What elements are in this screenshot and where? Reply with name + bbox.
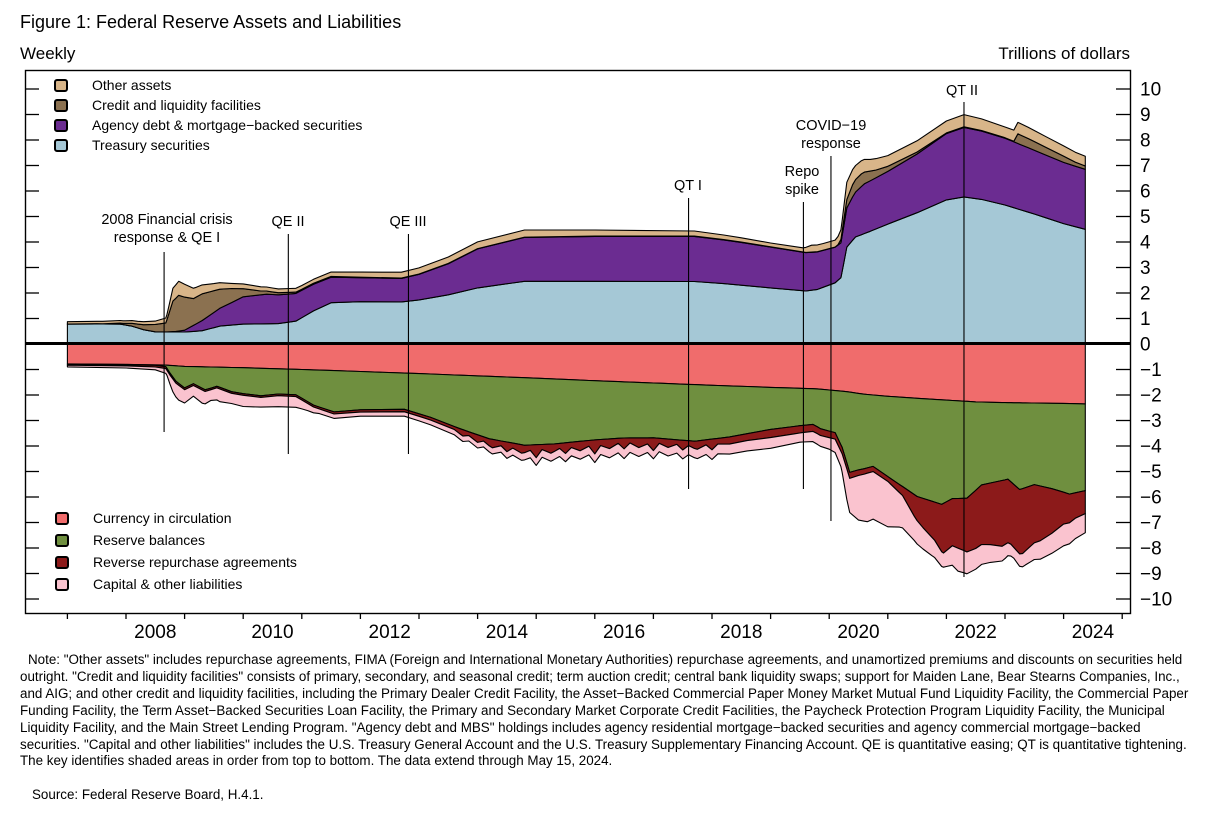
credit-and-liquidity-facilities-swatch — [54, 98, 68, 112]
y-tick-label: 2 — [1140, 284, 1151, 305]
legend-item-currency-in-circulation: Currency in circulation — [55, 510, 297, 526]
legend-item-treasury-securities: Treasury securities — [54, 137, 362, 153]
reverse-repurchase-agreements-swatch — [55, 555, 69, 569]
legend-label: Reverse repurchase agreements — [93, 554, 297, 570]
legend-label: Treasury securities — [92, 137, 210, 153]
legend-label: Agency debt & mortgage−backed securities — [92, 117, 363, 133]
annotation-label-qe-iii: QE III — [389, 214, 426, 230]
x-tick-label: 2022 — [955, 622, 997, 643]
note-text: Note: "Other assets" includes repurchase… — [20, 652, 1189, 769]
y-tick-label: −5 — [1140, 462, 1162, 483]
x-tick-label: 2012 — [369, 622, 411, 643]
y-tick-label: −4 — [1140, 437, 1162, 458]
annotation-label-covid-19-response: COVID−19 response — [796, 118, 867, 152]
y-tick-label: −8 — [1140, 539, 1162, 560]
annotation-label-qe-ii: QE II — [271, 214, 304, 230]
y-tick-label: −3 — [1140, 411, 1162, 432]
legend-item-capital-other-liabilities: Capital & other liabilities — [55, 576, 297, 592]
legend-liabilities: Currency in circulation Reserve balances R… — [55, 510, 297, 592]
legend-item-agency-debt-mortgage-backed-securities: Agency debt & mortgage−backed securities — [54, 117, 363, 133]
capital-other-liabilities-swatch — [55, 577, 69, 591]
source-text: Source: Federal Reserve Board, H.4.1. — [32, 787, 264, 802]
legend-item-other-assets: Other assets — [54, 77, 362, 93]
other-assets-swatch — [54, 78, 68, 92]
annotation-label-2008-financial-crisis-response-qe-i: 2008 Financial crisis response & QE I — [101, 212, 232, 246]
legend-item-credit-and-liquidity-facilities: Credit and liquidity facilities — [54, 97, 362, 113]
y-tick-label: 6 — [1140, 182, 1151, 203]
legend-assets: Other assets Credit and liquidity facilit… — [54, 77, 363, 153]
area-capital-other-liabilities — [66, 364, 1086, 575]
agency-debt-mortgage-backed-securities-swatch — [54, 118, 68, 132]
x-tick-label: 2008 — [134, 622, 176, 643]
frequency-label: Weekly — [20, 44, 76, 63]
x-tick-label: 2020 — [837, 622, 879, 643]
x-tick-label: 2016 — [603, 622, 645, 643]
legend-label: Other assets — [92, 77, 172, 93]
y-tick-label: 7 — [1140, 156, 1151, 177]
y-tick-label: 3 — [1140, 258, 1151, 279]
y-tick-label: 4 — [1140, 233, 1151, 254]
units-label: Trillions of dollars — [998, 44, 1130, 63]
legend-label: Credit and liquidity facilities — [92, 97, 261, 113]
annotation-label-qt-ii: QT II — [946, 83, 978, 99]
y-tick-label: −9 — [1140, 564, 1162, 585]
y-tick-label: −7 — [1140, 513, 1162, 534]
y-tick-label: 10 — [1140, 80, 1161, 101]
annotation-label-repo-spike: Repo spike — [785, 164, 820, 198]
legend-item-reverse-repurchase-agreements: Reverse repurchase agreements — [55, 554, 297, 570]
annotation-label-qt-i: QT I — [674, 178, 702, 194]
y-tick-label: −2 — [1140, 386, 1162, 407]
y-tick-label: 8 — [1140, 131, 1151, 152]
y-tick-label: −6 — [1140, 488, 1162, 509]
y-tick-label: 1 — [1140, 309, 1151, 330]
y-tick-label: 0 — [1140, 335, 1151, 356]
currency-in-circulation-swatch — [55, 511, 69, 525]
x-tick-label: 2010 — [251, 622, 293, 643]
legend-label: Capital & other liabilities — [93, 576, 243, 592]
figure-title: Figure 1: Federal Reserve Assets and Lia… — [20, 12, 402, 32]
legend-item-reserve-balances: Reserve balances — [55, 532, 297, 548]
y-tick-label: −1 — [1140, 360, 1162, 381]
y-tick-label: 5 — [1140, 207, 1151, 228]
x-tick-label: 2018 — [720, 622, 762, 643]
reserve-balances-swatch — [55, 533, 69, 547]
x-tick-label: 2014 — [486, 622, 529, 643]
y-tick-label: 9 — [1140, 105, 1151, 126]
legend-label: Currency in circulation — [93, 510, 232, 526]
area-other-assets — [66, 114, 1086, 326]
x-tick-label: 2024 — [1072, 622, 1115, 643]
treasury-securities-swatch — [54, 138, 68, 152]
legend-label: Reserve balances — [93, 532, 206, 548]
y-tick-label: −10 — [1140, 590, 1172, 611]
plot-frame — [24, 69, 1132, 615]
